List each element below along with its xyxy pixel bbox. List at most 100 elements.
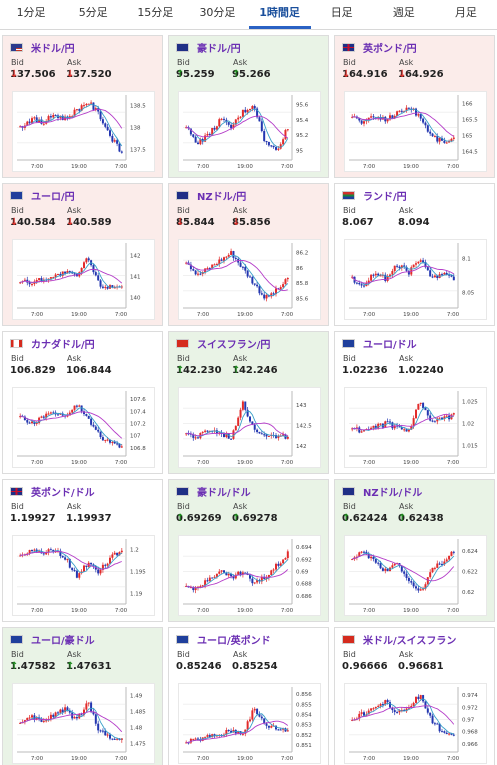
candle-body — [87, 103, 90, 105]
pair-title-link[interactable]: 英ポンド/ドル — [10, 485, 95, 499]
candle-body — [246, 573, 249, 575]
price-chart[interactable]: 166 165.5 165 164.5 7:00 19:00 7:00 — [344, 91, 487, 172]
price-chart[interactable]: 1.025 1.02 1.015 7:00 19:00 7:00 — [344, 387, 487, 468]
tab-15min[interactable]: 15分足 — [137, 6, 174, 19]
tab-1min[interactable]: 1分足 — [16, 6, 46, 19]
candle-body — [75, 109, 78, 111]
candle-body — [441, 563, 443, 565]
candle-body — [355, 282, 358, 284]
candle-body — [374, 706, 377, 709]
candle-body — [386, 119, 389, 122]
rate-card[interactable]: ユーロ/豪ドル Bid Ask ↑ 1.47582 ↑ 1.47631 1.49 1.… — [2, 627, 163, 765]
rate-card[interactable]: 英ポンド/ドル Bid Ask 1.19927 1.19937 1.2 1.195… — [2, 479, 163, 622]
price-chart[interactable]: 95.6 95.4 95.2 95 7:00 19:00 7:00 — [178, 91, 321, 172]
price-chart[interactable]: 8.1 8.05 7:00 19:00 7:00 — [344, 239, 487, 320]
price-chart[interactable]: 0.694 0.692 0.69 0.688 0.686 7:00 19:00 7:00 — [178, 535, 321, 616]
tab-daily[interactable]: 日足 — [330, 6, 353, 19]
tab-5min[interactable]: 5分足 — [78, 6, 108, 19]
pair-title-link[interactable]: ユーロ/ドル — [342, 337, 417, 351]
candle-body — [225, 730, 228, 735]
x-tick-label: 7:00 — [115, 756, 128, 762]
candle-body — [384, 700, 387, 705]
candle-body — [33, 117, 36, 119]
bid-label: Bid — [177, 502, 190, 511]
tab-30min[interactable]: 30分足 — [199, 6, 236, 19]
rate-card[interactable]: ランド/円 Bid Ask 8.067 8.094 8.1 8.05 7:00 19:… — [334, 183, 495, 326]
bid-value: 1.02236 — [342, 365, 388, 376]
pair-title-link[interactable]: ユーロ/豪ドル — [10, 633, 95, 647]
price-chart[interactable]: 0.624 0.622 0.62 7:00 19:00 7:00 — [344, 535, 487, 616]
price-chart[interactable]: 0.974 0.972 0.97 0.968 0.966 7:00 19:00 7:00 — [344, 683, 487, 764]
pair-title-link[interactable]: NZドル/円 — [176, 189, 246, 203]
candle-body — [246, 721, 249, 730]
price-chart[interactable]: 86.2 86 85.8 85.6 7:00 19:00 7:00 — [178, 239, 321, 320]
candle-body — [253, 283, 256, 285]
ask-label: Ask — [67, 650, 82, 659]
rate-card[interactable]: スイスフラン/円 Bid Ask ↑ 142.230 ↑ 142.246 143 14… — [168, 331, 329, 474]
price-chart[interactable]: 143 142.5 142 7:00 19:00 7:00 — [178, 387, 321, 468]
x-tick-label: 19:00 — [71, 312, 87, 318]
candle-body — [204, 135, 207, 142]
rate-card[interactable]: 豪ドル/円 Bid Ask ↑ 95.259 ↑ 95.266 95.6 95.4 95… — [168, 35, 329, 178]
candle-body — [360, 120, 363, 124]
candle-body — [360, 284, 363, 286]
candle-body — [40, 416, 43, 418]
candle-body — [42, 123, 45, 125]
pair-title-link[interactable]: 英ポンド/円 — [342, 41, 417, 55]
tab-monthly[interactable]: 月足 — [454, 6, 477, 19]
rate-card[interactable]: NZドル/ドル Bid Ask ↑ 0.62424 ↑ 0.62438 0.624 0… — [334, 479, 495, 622]
candle-body — [104, 564, 107, 566]
candle-body — [422, 402, 425, 408]
candle-body — [225, 433, 228, 438]
candle-body — [192, 587, 195, 591]
candle-body — [31, 421, 33, 424]
ch-flag-icon — [342, 635, 355, 644]
candle-body — [116, 738, 119, 740]
x-tick-label: 7:00 — [115, 608, 128, 614]
candle-body — [87, 258, 90, 261]
candle-body — [101, 286, 104, 288]
price-chart[interactable]: 1.2 1.195 1.19 7:00 19:00 7:00 — [12, 535, 155, 616]
pair-title-link[interactable]: スイスフラン/円 — [176, 337, 270, 351]
candle-body — [445, 272, 448, 275]
pair-title-link[interactable]: カナダドル/円 — [10, 337, 95, 351]
candle-body — [101, 119, 104, 124]
rate-card[interactable]: 米ドル/円 Bid Ask ↓ 137.506 ↓ 137.520 138.5 138… — [2, 35, 163, 178]
pair-title-link[interactable]: 豪ドル/ドル — [176, 485, 251, 499]
rate-card[interactable]: 英ポンド/円 Bid Ask ↓ 164.916 ↓ 164.926 166 165.… — [334, 35, 495, 178]
pair-title-link[interactable]: 米ドル/円 — [10, 41, 75, 55]
pair-title-link[interactable]: ユーロ/円 — [10, 189, 75, 203]
candle-body — [286, 436, 289, 439]
price-chart[interactable]: 107.6 107.4 107.2 107 106.8 7:00 19:00 7:00 — [12, 387, 155, 468]
price-chart[interactable]: 1.49 1.485 1.48 1.475 7:00 19:00 7:00 — [12, 683, 155, 764]
rate-card[interactable]: ユーロ/ドル Bid Ask 1.02236 1.02240 1.025 1.02… — [334, 331, 495, 474]
pair-title-link[interactable]: ユーロ/英ポンド — [176, 633, 271, 647]
rate-card[interactable]: ユーロ/円 Bid Ask ↓ 140.584 ↓ 140.589 142 141 14… — [2, 183, 163, 326]
candle-body — [73, 405, 76, 410]
pair-title-link[interactable]: 米ドル/スイスフラン — [342, 633, 456, 647]
pair-title-link[interactable]: NZドル/ドル — [342, 485, 422, 499]
pair-title-link[interactable]: 豪ドル/円 — [176, 41, 241, 55]
price-chart[interactable]: 142 141 140 7:00 19:00 7:00 — [12, 239, 155, 320]
candle-body — [403, 571, 406, 574]
rate-card[interactable]: カナダドル/円 Bid Ask 106.829 106.844 107.6 107… — [2, 331, 163, 474]
tab-1hour[interactable]: 1時間足 — [248, 0, 311, 29]
candle-body — [286, 278, 289, 280]
tab-weekly[interactable]: 週足 — [392, 6, 415, 19]
ask-value: 1.19937 — [66, 513, 112, 524]
pair-title-link[interactable]: ランド/円 — [342, 189, 407, 203]
candle-body — [370, 556, 373, 559]
candle-body — [26, 121, 29, 126]
candle-body — [35, 423, 38, 425]
candle-body — [59, 273, 62, 276]
price-chart[interactable]: 138.5 138 137.5 7:00 19:00 7:00 — [12, 91, 155, 172]
rate-card[interactable]: 米ドル/スイスフラン Bid Ask 0.96666 0.96681 0.974… — [334, 627, 495, 765]
candle-body — [213, 264, 216, 266]
rate-card[interactable]: ユーロ/英ポンド Bid Ask 0.85246 0.85254 0.856 0.… — [168, 627, 329, 765]
price-chart[interactable]: 0.856 0.855 0.854 0.853 0.852 0.851 7:00 19:00 7… — [178, 683, 321, 764]
bid-value: 1.47582 — [10, 661, 56, 672]
rate-card[interactable]: 豪ドル/ドル Bid Ask ↑ 0.69269 ↑ 0.69278 0.694 0.… — [168, 479, 329, 622]
down-arrow-icon: ↓ — [10, 69, 19, 80]
uk-flag-icon — [10, 487, 23, 496]
rate-card[interactable]: NZドル/円 Bid Ask ↓ 85.844 ↓ 85.856 86.2 86 85.… — [168, 183, 329, 326]
